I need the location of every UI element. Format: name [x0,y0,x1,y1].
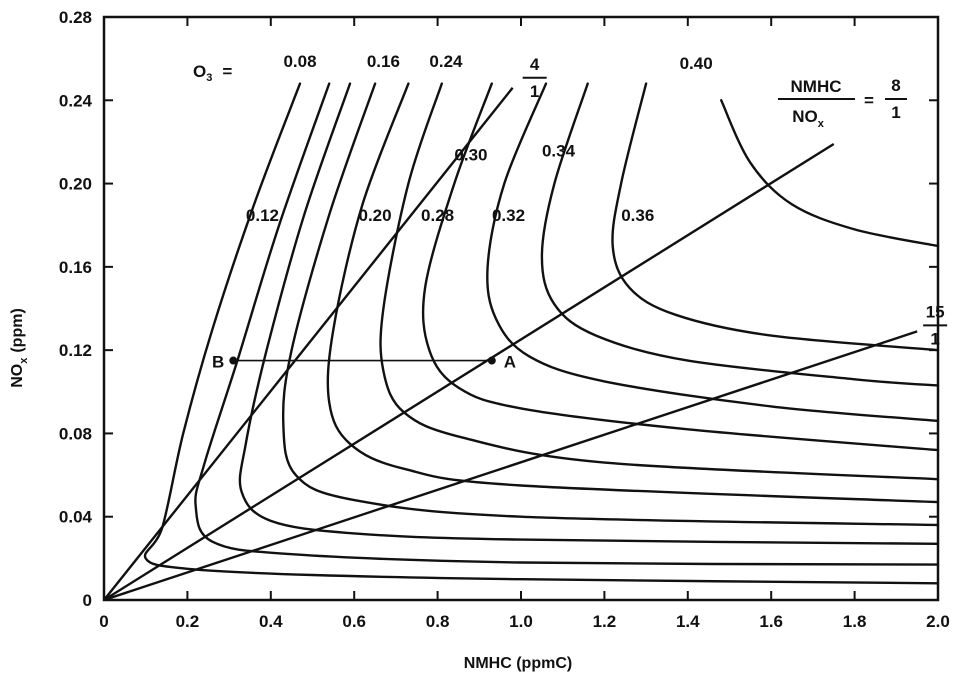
ratio-denominator-15: 1 [930,329,939,348]
y-tick-label: 0 [83,591,92,610]
y-tick-label: 0.20 [59,175,92,194]
ratio-label-numerator: NMHC [791,77,842,96]
isopleth-label-0-12: 0.12 [246,206,279,225]
isopleth-label-0-08: 0.08 [283,52,316,71]
x-tick-label: 2.0 [926,612,950,631]
isopleth-label-0-28: 0.28 [421,206,454,225]
y-axis-title-unit: (ppm) [9,308,26,352]
y-tick-label: 0.12 [59,341,92,360]
isopleth-0-08 [143,82,940,585]
y-axis-title: NOx (ppm) [9,308,30,388]
x-tick-label: 0 [99,612,108,631]
isopleth-label-0-20: 0.20 [359,206,392,225]
point-label-a: A [504,353,516,372]
y-axis-title-sub: x [18,357,30,364]
y-axis-title-main: NO [9,364,26,388]
isopleth-label-0-36: 0.36 [621,206,654,225]
ratio-line-8-1 [103,142,835,602]
isopleth-0-12 [194,82,940,566]
x-tick-label: 0.4 [259,612,283,631]
point-b [229,356,238,365]
ratio-label-denominator-sub: x [818,118,825,130]
isopleth-label-0-16: 0.16 [367,52,400,71]
ozone-prefix-main: O [193,62,206,81]
ratio-denominator-4: 1 [530,82,539,101]
isopleth-label-0-24: 0.24 [429,52,463,71]
y-tick-label: 0.04 [59,508,93,527]
isopleth-0-36 [611,82,940,352]
ozone-prefix-sub: 3 [206,72,212,84]
isopleth-0-40 [720,99,940,248]
isopleth-label-0-40: 0.40 [680,54,713,73]
y-tick-label: 0.16 [59,258,92,277]
svg-text:NOx(ppm): NOx (ppm) [9,308,30,388]
ratio-label-denominator: NOx [792,107,825,130]
ratio-label: NMHC NOx = [778,77,874,130]
isopleth-0-32 [486,82,940,423]
x-tick-label: 0.2 [176,612,200,631]
isopleth-label-0-34: 0.34 [542,142,576,161]
ratio-line-4-1 [103,87,514,601]
ratio-label-equals: = [864,91,874,110]
isopleth-0-20 [281,82,940,527]
axis-ticks: 0 0.2 0.4 0.6 0.8 1.0 1.2 1.4 1.6 1.8 2.0 0 0.04 0.08… [59,8,950,631]
x-tick-label: 0.6 [342,612,366,631]
ratio-line-15-1 [103,330,918,602]
ozone-prefix-label: O3 = [193,62,232,84]
ratio-label-denominator-main: NO [792,107,818,126]
x-tick-label: 1.0 [509,612,533,631]
y-tick-label: 0.28 [59,8,92,27]
y-tick-label: 0.24 [59,91,93,110]
ratio-numerator-4: 4 [530,55,540,74]
isopleth-0-34 [540,82,940,387]
x-tick-label: 1.6 [759,612,783,631]
ratio-denominator-8: 1 [891,103,900,122]
x-tick-label: 1.2 [593,612,617,631]
isopleth-0-30 [421,82,940,452]
point-label-b: B [212,353,224,372]
x-axis-title: NMHC (ppmC) [464,655,572,672]
x-tick-label: 0.8 [426,612,450,631]
point-a [487,356,496,365]
isopleth-0-24 [326,82,940,504]
isopleth-label-0-32: 0.32 [492,206,525,225]
ozone-prefix-equals: = [222,62,232,81]
ratio-lines: 4 1 8 1 15 1 [103,55,948,602]
ratio-numerator-15: 15 [926,302,945,321]
y-tick-label: 0.08 [59,424,92,443]
ratio-numerator-8: 8 [891,76,900,95]
x-tick-label: 1.8 [843,612,867,631]
x-tick-label: 1.4 [676,612,700,631]
